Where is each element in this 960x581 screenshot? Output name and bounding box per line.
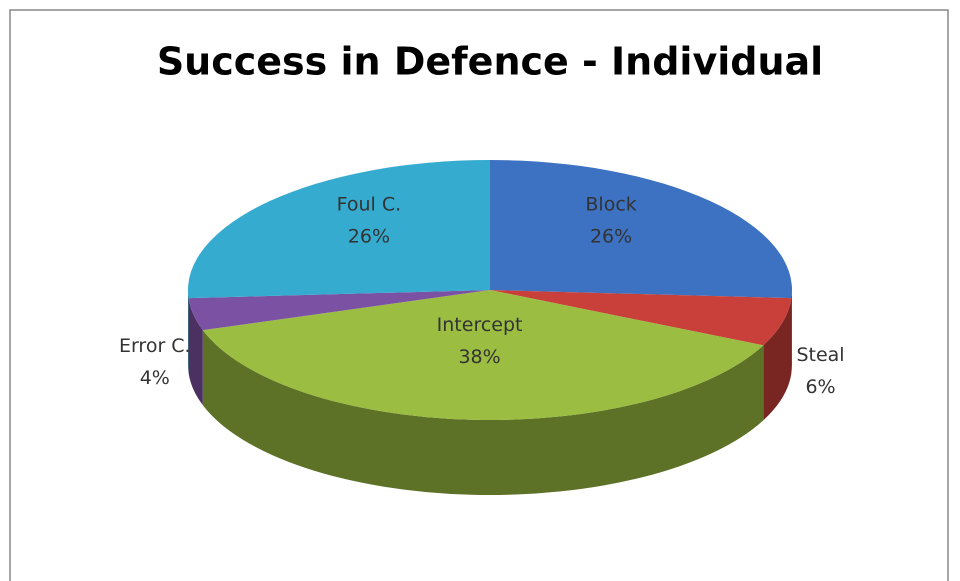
slice-label: Intercept bbox=[437, 314, 523, 336]
pie-slice bbox=[490, 290, 792, 346]
pie-slice bbox=[188, 160, 490, 299]
slice-value-label: 26% bbox=[348, 226, 390, 248]
slice-value-label: 4% bbox=[140, 367, 170, 389]
pie-side bbox=[763, 298, 792, 421]
pie-side bbox=[202, 330, 764, 495]
pie-side bbox=[188, 290, 189, 374]
slice-value-label: 6% bbox=[805, 376, 835, 398]
slice-value-label: 38% bbox=[458, 346, 500, 368]
pie-side bbox=[188, 298, 203, 406]
pie-slice bbox=[188, 290, 490, 331]
slice-label: Block bbox=[585, 194, 636, 216]
slice-label: Error C. bbox=[119, 335, 191, 357]
slice-value-label: 26% bbox=[590, 226, 632, 248]
pie-slice bbox=[490, 160, 792, 299]
slice-label: Steal bbox=[796, 344, 844, 366]
pie-slice bbox=[202, 290, 764, 420]
pie-side bbox=[791, 290, 792, 374]
chart-title: Success in Defence - Individual bbox=[157, 40, 823, 84]
slice-label: Foul C. bbox=[337, 194, 402, 216]
